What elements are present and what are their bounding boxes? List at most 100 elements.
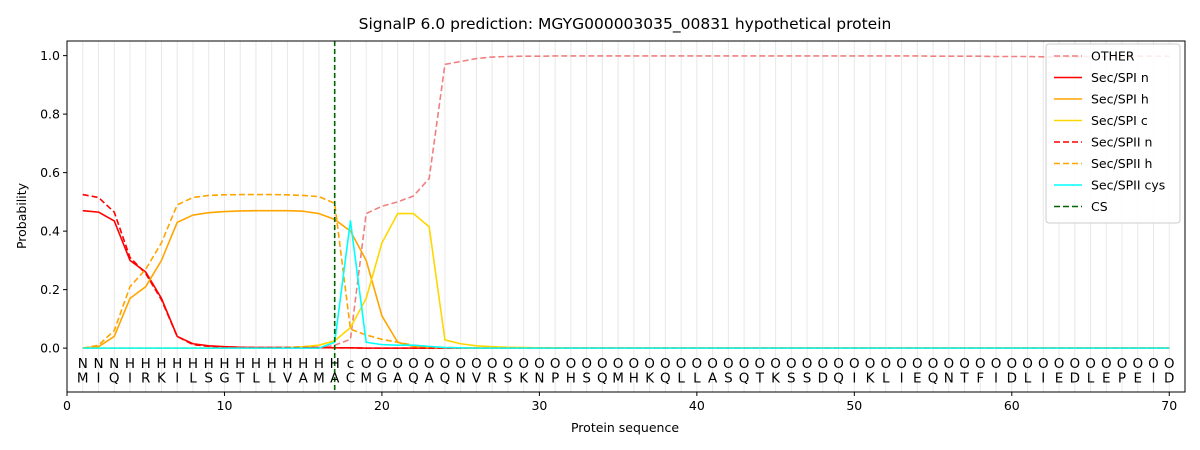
legend-label-6: Sec/SPII cys (1091, 178, 1165, 193)
sequence-letter-39: L (677, 370, 685, 386)
region-label-48: O (818, 356, 829, 372)
region-label-11: H (235, 356, 245, 372)
region-label-43: O (739, 356, 750, 372)
sequence-letter-49: Q (833, 370, 844, 386)
y-tick-label-2: 0.4 (40, 224, 60, 239)
x-tick-label-3: 30 (531, 398, 547, 413)
sequence-letter-8: L (189, 370, 197, 386)
sequence-letter-50: I (852, 370, 856, 386)
x-tick-label-5: 50 (846, 398, 862, 413)
sequence-letter-10: G (219, 370, 229, 386)
sequence-letter-3: Q (109, 370, 120, 386)
series-line-1 (82, 209, 1170, 349)
region-label-55: O (928, 356, 939, 372)
x-tick-label-1: 10 (217, 398, 233, 413)
region-label-38: O (660, 356, 671, 372)
region-label-52: O (880, 356, 891, 372)
sequence-letter-22: Q (408, 370, 419, 386)
sequence-letter-47: S (803, 370, 812, 386)
legend: OTHER Sec/SPI n Sec/SPI h Sec/SPI c Sec/SPII… (1045, 43, 1181, 224)
region-label-31: O (550, 356, 561, 372)
region-label-3: N (109, 356, 119, 372)
sequence-letter-35: M (612, 370, 624, 386)
region-label-46: O (786, 356, 797, 372)
plot-frame (66, 40, 1186, 393)
legend-label-5: Sec/SPII h (1091, 156, 1152, 171)
sequence-letter-66: E (1102, 370, 1111, 386)
sequence-letter-56: N (944, 370, 954, 386)
region-label-24: O (440, 356, 451, 372)
y-tick-label-4: 0.8 (40, 107, 60, 122)
sequence-letter-30: N (534, 370, 544, 386)
x-tick-label-6: 60 (1004, 398, 1020, 413)
legend-label-1: Sec/SPI n (1091, 70, 1149, 85)
region-label-66: O (1101, 356, 1112, 372)
region-label-26: O (471, 356, 482, 372)
sequence-letter-68: E (1133, 370, 1142, 386)
region-label-47: O (802, 356, 813, 372)
sequence-letter-2: I (97, 370, 101, 386)
sequence-letter-21: A (393, 370, 403, 386)
region-label-60: O (1006, 356, 1017, 372)
region-label-30: O (534, 356, 545, 372)
sequence-letter-15: A (299, 370, 309, 386)
region-label-49: O (833, 356, 844, 372)
sequence-letter-17: A (330, 370, 340, 386)
region-label-50: O (849, 356, 860, 372)
y-tick-label-3: 0.6 (40, 165, 60, 180)
sequence-letter-44: T (755, 370, 765, 386)
region-label-7: H (172, 356, 182, 372)
region-label-39: O (676, 356, 687, 372)
region-label-59: O (991, 356, 1002, 372)
y-axis-ticks: 0.0 0.2 0.4 0.6 0.8 1.0 (40, 48, 67, 356)
region-label-56: O (943, 356, 954, 372)
series-line-2 (82, 209, 1170, 349)
sequence-letter-25: N (456, 370, 466, 386)
series-line-4 (82, 193, 1170, 349)
sequence-letter-43: Q (739, 370, 750, 386)
x-tick-label-7: 70 (1161, 398, 1177, 413)
sequence-letter-48: D (818, 370, 828, 386)
sequence-letter-18: C (346, 370, 355, 386)
sequence-letter-19: M (360, 370, 372, 386)
region-label-1: N (78, 356, 88, 372)
series-layer (82, 55, 1170, 349)
region-label-35: O (613, 356, 624, 372)
region-label-51: O (865, 356, 876, 372)
region-label-12: H (251, 356, 261, 372)
region-label-28: O (503, 356, 514, 372)
region-label-6: H (156, 356, 166, 372)
sequence-letter-59: I (994, 370, 998, 386)
legend-label-7: CS (1091, 199, 1108, 214)
region-label-19: O (361, 356, 372, 372)
sequence-letter-41: A (708, 370, 718, 386)
region-label-69: O (1148, 356, 1159, 372)
region-label-2: N (93, 356, 103, 372)
y-tick-label-1: 0.2 (40, 282, 60, 297)
sequence-letter-23: A (425, 370, 435, 386)
sequence-letter-29: K (519, 370, 529, 386)
region-label-54: O (912, 356, 923, 372)
sequence-letter-26: V (472, 370, 482, 386)
sequence-letter-6: K (157, 370, 167, 386)
series-line-3 (82, 212, 1170, 349)
sequence-letter-42: S (724, 370, 733, 386)
legend-label-0: OTHER (1091, 49, 1135, 64)
region-label-33: O (581, 356, 592, 372)
region-label-68: O (1132, 356, 1143, 372)
legend-box (1045, 43, 1181, 224)
region-label-40: O (692, 356, 703, 372)
sequence-letter-9: S (204, 370, 213, 386)
sequence-letter-32: H (566, 370, 576, 386)
region-label-17: H (330, 356, 340, 372)
sequence-letter-63: E (1055, 370, 1064, 386)
y-axis-label: Probability (14, 182, 29, 249)
region-label-63: O (1054, 356, 1065, 372)
region-label-22: O (408, 356, 419, 372)
legend-label-2: Sec/SPI h (1091, 92, 1149, 107)
region-label-45: O (770, 356, 781, 372)
sequence-letter-34: Q (597, 370, 608, 386)
sequence-letter-5: R (141, 370, 150, 386)
region-label-8: H (188, 356, 198, 372)
